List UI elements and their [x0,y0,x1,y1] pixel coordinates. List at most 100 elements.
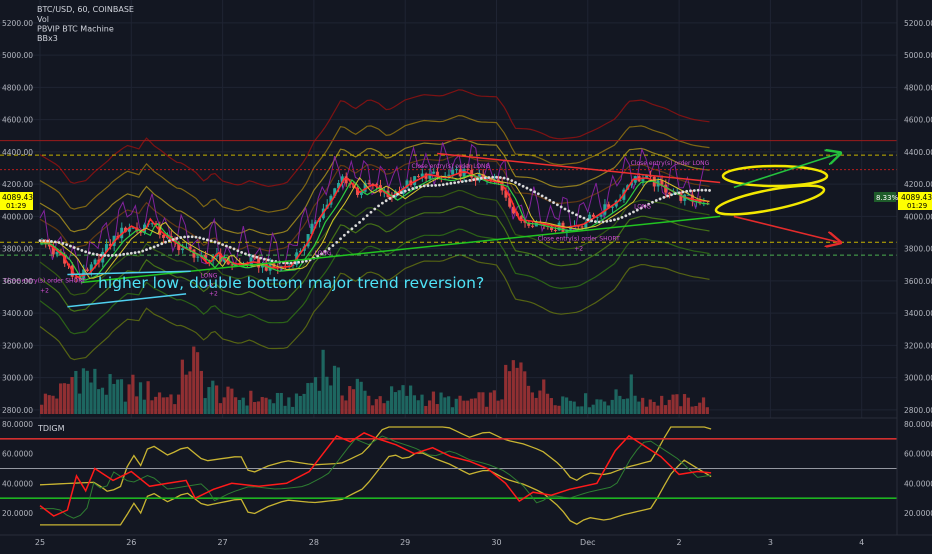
candle [51,242,55,258]
candle-body [390,196,394,198]
candle-body [207,260,211,262]
ma-dot [548,198,552,202]
ma-dot [472,178,476,182]
candle-body [314,221,318,224]
volume-bar [576,406,580,414]
candle-body [367,183,371,185]
candle-body [181,248,185,251]
candle [595,216,599,223]
ma-dot [495,175,498,179]
volume-bar [74,370,78,414]
volume-bar [519,362,523,414]
candle-body [108,244,112,246]
left-price-tick-label: 5000.00 [2,51,33,60]
price-tick-label: 3200.00 [904,341,932,350]
pct-badge: 8.33% [876,194,899,202]
ma-dot [514,181,517,184]
ma-dot [643,204,647,208]
volume-bar [131,374,135,414]
candle-body [356,187,360,195]
candle-body [645,175,649,178]
ma-dot [236,249,240,253]
volume-bar [587,407,592,414]
volume-bar [260,397,264,414]
volume-bar [606,405,611,414]
volume-bar [176,394,181,414]
candle [371,182,375,190]
ma-dot [445,182,449,186]
volume-bar [629,374,633,414]
ma-dot [388,197,392,200]
ma-dot [677,191,681,195]
candle-body [584,222,588,228]
price-tick-label: 3400.00 [904,309,932,318]
ma-dot [696,188,700,192]
volume-bar [203,398,207,414]
volume-bar [545,393,550,414]
ma-dot [365,214,369,218]
volume-bar [180,359,184,414]
ma-dot [624,214,628,218]
ma-dot [118,253,122,257]
candle-body [496,179,500,182]
volume-bar [507,371,512,414]
volume-bar [169,394,173,414]
time-tick-label: 25 [35,538,45,547]
volume-bar [287,397,291,414]
volume-bar [405,395,409,414]
ma-dot [673,192,677,196]
ma-dot [251,254,255,258]
ma-dot [609,219,613,223]
ma-dot [597,220,601,224]
left-price-tick-label: 3400.00 [2,309,33,318]
volume-bar [542,379,546,414]
candle-body [154,223,158,225]
band-line [39,205,710,312]
candle-body [527,222,531,226]
ma-dot [533,190,536,194]
volume-bar [108,374,112,414]
volume-bar [561,396,565,414]
ma-dot [164,240,167,244]
ma-dot [320,252,323,256]
ma-dot [339,237,342,241]
ma-dot [369,210,373,214]
volume-bar [51,395,55,414]
ma-dot [69,244,72,248]
volume-bar [370,405,375,414]
volume-bar [553,405,557,414]
left-price-axis: 5200.00 5000.00 4800.00 4600.00 4400.00 4200.… [0,19,33,518]
volume-bar [675,394,679,414]
medium-ma-line [40,174,710,281]
left-indicator-tick-label: 60.0000 [2,450,33,459]
legend-symbol: BTC/USD, 60, COINBASE [37,5,134,14]
ma-dot [244,252,247,256]
ma-dot [346,230,350,234]
volume-bar [272,403,276,414]
volume-bar [116,379,120,414]
fast-ma-line [40,171,710,279]
volume-bar [492,390,496,414]
candle-body [150,223,154,225]
ma-dot [225,244,228,248]
candle-body [340,176,344,183]
volume-bar [192,346,196,414]
candle-body [405,180,409,189]
price-tick-label: 4400.00 [904,148,932,157]
volume-bar [682,394,687,414]
ma-dot [487,176,491,179]
volume-bar [283,405,287,414]
candle [473,177,477,186]
ma-dot [544,196,548,200]
candle-body [504,190,508,198]
volume-bar [481,392,485,414]
ma-dot [323,249,327,253]
volume-bar [580,406,584,414]
indicator-title: TDIGM [37,424,65,433]
volume-bar [363,390,367,414]
candle-body [580,226,584,228]
candle-body [139,231,143,233]
ma-dot [190,235,194,239]
left-indicator-tick-label: 80.0000 [2,420,33,429]
candle-body [177,242,181,251]
